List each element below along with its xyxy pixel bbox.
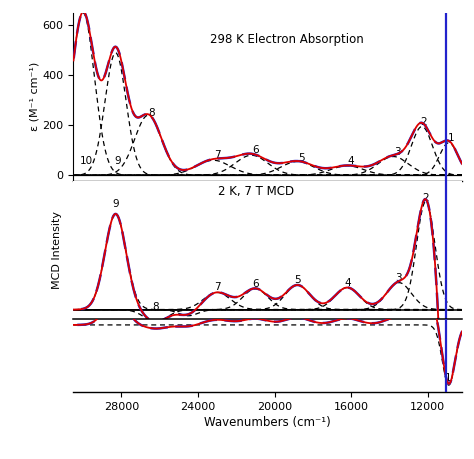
Text: 5: 5 xyxy=(298,152,305,162)
Text: 9: 9 xyxy=(114,156,121,166)
Text: 6: 6 xyxy=(252,279,259,289)
Y-axis label: MCD Intensity: MCD Intensity xyxy=(52,211,63,289)
Text: 5: 5 xyxy=(294,275,301,285)
Text: 10: 10 xyxy=(80,156,93,166)
Text: 8: 8 xyxy=(149,108,155,118)
Text: 1: 1 xyxy=(445,373,452,383)
Text: 4: 4 xyxy=(344,278,351,287)
Y-axis label: ε (M⁻¹ cm⁻¹): ε (M⁻¹ cm⁻¹) xyxy=(30,62,40,131)
Text: 8: 8 xyxy=(153,302,159,312)
Text: 6: 6 xyxy=(252,145,259,155)
Text: 3: 3 xyxy=(396,273,402,283)
Text: 298 K Electron Absorption: 298 K Electron Absorption xyxy=(210,33,364,46)
Text: 2: 2 xyxy=(422,193,429,203)
X-axis label: Wavenumbers (cm⁻¹): Wavenumbers (cm⁻¹) xyxy=(204,416,331,429)
Text: 3: 3 xyxy=(394,147,401,157)
Text: 7: 7 xyxy=(214,150,220,160)
Text: 9: 9 xyxy=(112,199,119,209)
Text: 2 K, 7 T MCD: 2 K, 7 T MCD xyxy=(218,185,294,198)
Text: 7: 7 xyxy=(214,282,220,292)
Text: 2: 2 xyxy=(420,117,427,127)
Text: 1: 1 xyxy=(447,133,454,143)
Text: 4: 4 xyxy=(348,156,355,166)
